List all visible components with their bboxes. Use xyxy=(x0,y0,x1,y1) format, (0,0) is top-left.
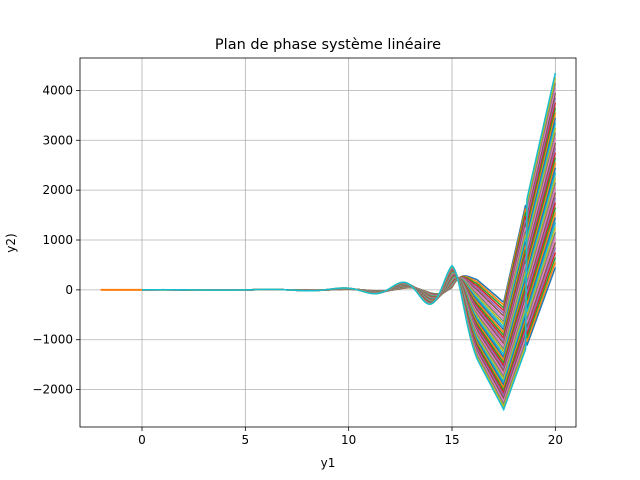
y-axis: −2000 −1000 0 1000 2000 3000 4000 xyxy=(32,83,80,397)
series-line xyxy=(141,72,557,412)
x-tick-label: 0 xyxy=(138,433,146,447)
chart-title: Plan de phase système linéaire xyxy=(215,37,441,53)
y-tick-label: 2000 xyxy=(42,183,73,197)
x-tick-label: 15 xyxy=(444,433,459,447)
y-tick-label: −2000 xyxy=(32,383,73,397)
y-tick-label: 0 xyxy=(65,283,73,297)
x-tick-label: 20 xyxy=(548,433,563,447)
plot-frame xyxy=(79,57,577,428)
x-axis: 0 5 10 15 20 xyxy=(138,427,563,447)
y-tick-label: −1000 xyxy=(32,333,73,347)
y-tick-label: 4000 xyxy=(42,83,73,97)
y-tick-label: 1000 xyxy=(42,233,73,247)
x-tick-label: 5 xyxy=(242,433,250,447)
y-axis-label: y2) xyxy=(4,233,18,252)
x-axis-label: y1 xyxy=(321,456,336,470)
y-tick-label: 3000 xyxy=(42,133,73,147)
x-tick-label: 10 xyxy=(341,433,356,447)
series-group xyxy=(100,72,557,412)
